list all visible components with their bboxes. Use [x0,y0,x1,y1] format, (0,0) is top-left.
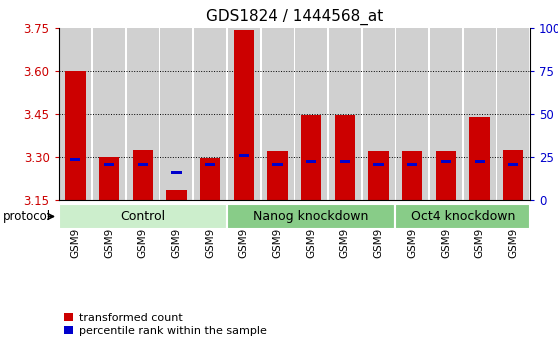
Bar [99,157,119,200]
Text: protocol: protocol [3,210,51,223]
Bar [503,150,523,200]
Bar [508,162,518,166]
Bar [127,28,159,200]
Bar [464,28,496,200]
Text: Oct4 knockdown: Oct4 knockdown [411,210,515,223]
Legend: transformed count, percentile rank within the sample: transformed count, percentile rank withi… [64,313,267,336]
Bar [430,28,462,200]
Bar [166,190,186,200]
Bar [161,28,193,200]
Bar [436,151,456,200]
Bar [194,28,226,200]
Bar [70,158,80,161]
Bar [133,150,153,200]
Bar [171,171,181,174]
Text: Control: Control [120,210,165,223]
Bar [65,71,85,200]
Bar [60,28,92,200]
Bar [138,162,148,166]
Bar [329,28,361,200]
Bar [474,160,485,163]
Bar [239,154,249,157]
Bar [363,28,395,200]
Bar [301,115,321,200]
Bar [272,162,282,166]
Bar [396,28,428,200]
Bar [200,158,220,200]
Bar [407,162,417,166]
Bar [497,28,529,200]
Bar [469,117,490,200]
Bar [373,162,383,166]
FancyBboxPatch shape [59,204,227,229]
Bar [295,28,327,200]
FancyBboxPatch shape [227,204,396,229]
Bar [368,151,389,200]
Bar [441,160,451,163]
Bar [340,160,350,163]
Text: Nanog knockdown: Nanog knockdown [253,210,369,223]
Bar [262,28,294,200]
Bar [234,30,254,200]
Bar [93,28,125,200]
FancyBboxPatch shape [396,204,530,229]
Bar [267,151,287,200]
Bar [205,162,215,166]
Title: GDS1824 / 1444568_at: GDS1824 / 1444568_at [206,9,383,25]
Bar [104,162,114,166]
Bar [402,151,422,200]
Bar [228,28,260,200]
Bar [335,115,355,200]
Bar [306,160,316,163]
